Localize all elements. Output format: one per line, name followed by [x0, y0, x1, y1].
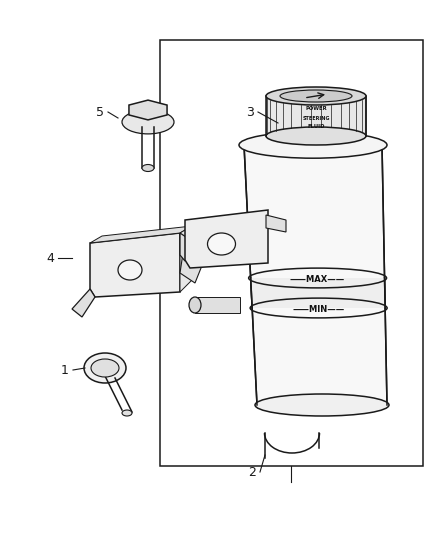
Polygon shape — [266, 96, 366, 136]
Text: 1: 1 — [61, 364, 69, 376]
Ellipse shape — [122, 410, 132, 416]
Polygon shape — [72, 289, 95, 317]
Ellipse shape — [266, 127, 366, 145]
Ellipse shape — [142, 165, 154, 172]
Text: 5: 5 — [96, 106, 104, 118]
Ellipse shape — [91, 359, 119, 377]
Polygon shape — [90, 233, 180, 297]
Ellipse shape — [255, 394, 389, 416]
Ellipse shape — [118, 260, 142, 280]
Polygon shape — [266, 215, 286, 232]
Text: STEERING: STEERING — [302, 116, 330, 120]
Ellipse shape — [266, 87, 366, 105]
Text: FLUID: FLUID — [307, 124, 325, 128]
Ellipse shape — [189, 297, 201, 313]
Text: 2: 2 — [248, 465, 256, 479]
Polygon shape — [185, 210, 268, 268]
Text: ——MAX——: ——MAX—— — [290, 276, 345, 285]
Polygon shape — [244, 145, 387, 405]
Text: 4: 4 — [46, 252, 54, 264]
Ellipse shape — [84, 353, 126, 383]
Text: 3: 3 — [246, 106, 254, 118]
Ellipse shape — [280, 90, 352, 102]
Text: ——MIN——: ——MIN—— — [293, 305, 345, 314]
Polygon shape — [180, 253, 203, 283]
Polygon shape — [180, 226, 192, 292]
Polygon shape — [251, 278, 385, 308]
Ellipse shape — [208, 233, 236, 255]
Ellipse shape — [239, 132, 387, 158]
Text: POWER: POWER — [305, 107, 327, 111]
Ellipse shape — [122, 110, 174, 134]
Ellipse shape — [272, 109, 360, 125]
Polygon shape — [129, 115, 167, 125]
Polygon shape — [195, 297, 240, 313]
Polygon shape — [90, 226, 192, 243]
Polygon shape — [129, 100, 167, 120]
Polygon shape — [180, 233, 192, 261]
